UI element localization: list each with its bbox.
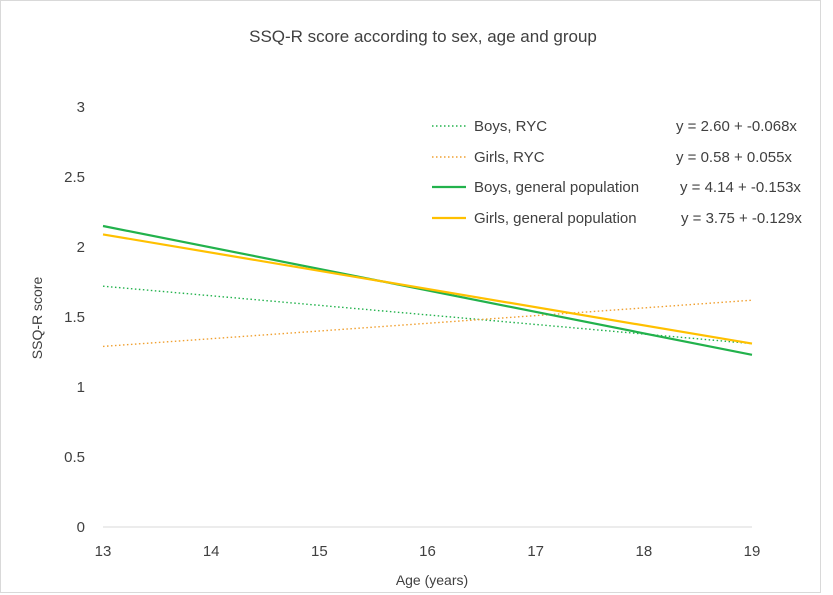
- y-axis-label: SSQ-R score: [29, 277, 45, 360]
- y-tick-label: 0.5: [64, 449, 85, 466]
- series-line: [102, 224, 753, 356]
- y-tick-label: 2.5: [64, 169, 85, 186]
- y-tick-label: 2: [77, 239, 85, 256]
- x-axis-ticks: 13 14 15 16 17 18 19: [95, 543, 761, 560]
- series-line: [102, 299, 753, 348]
- x-tick-label: 13: [95, 543, 112, 560]
- legend-label: Girls, general population: [474, 210, 637, 227]
- legend-label: Boys, RYC: [474, 118, 547, 135]
- legend-label: Girls, RYC: [474, 149, 545, 166]
- series-line: [102, 285, 753, 345]
- x-tick-label: 16: [419, 543, 436, 560]
- trend-equation: y = 3.75 + -0.129x: [681, 210, 802, 227]
- trend-equations: y = 2.60 + -0.068x y = 0.58 + 0.055x y = 4…: [676, 118, 802, 227]
- x-tick-label: 15: [311, 543, 328, 560]
- series-lines: [102, 224, 753, 356]
- chart-title: SSQ-R score according to sex, age and gr…: [249, 27, 597, 46]
- x-tick-label: 18: [635, 543, 652, 560]
- legend-label: Boys, general population: [474, 179, 639, 196]
- trend-equation: y = 2.60 + -0.068x: [676, 118, 797, 135]
- trend-equation: y = 4.14 + -0.153x: [680, 179, 801, 196]
- y-tick-label: 3: [77, 99, 85, 116]
- y-tick-label: 1.5: [64, 309, 85, 326]
- x-tick-label: 14: [203, 543, 220, 560]
- y-tick-label: 1: [77, 379, 85, 396]
- y-tick-label: 0: [77, 519, 85, 536]
- series-line: [102, 233, 753, 345]
- legend: Boys, RYC Girls, RYC Boys, general populat…: [432, 118, 639, 227]
- x-tick-label: 17: [527, 543, 544, 560]
- trend-equation: y = 0.58 + 0.055x: [676, 149, 792, 166]
- x-axis-label: Age (years): [396, 572, 468, 588]
- y-axis-ticks: 0 0.5 1 1.5 2 2.5 3: [64, 99, 85, 536]
- x-tick-label: 19: [744, 543, 761, 560]
